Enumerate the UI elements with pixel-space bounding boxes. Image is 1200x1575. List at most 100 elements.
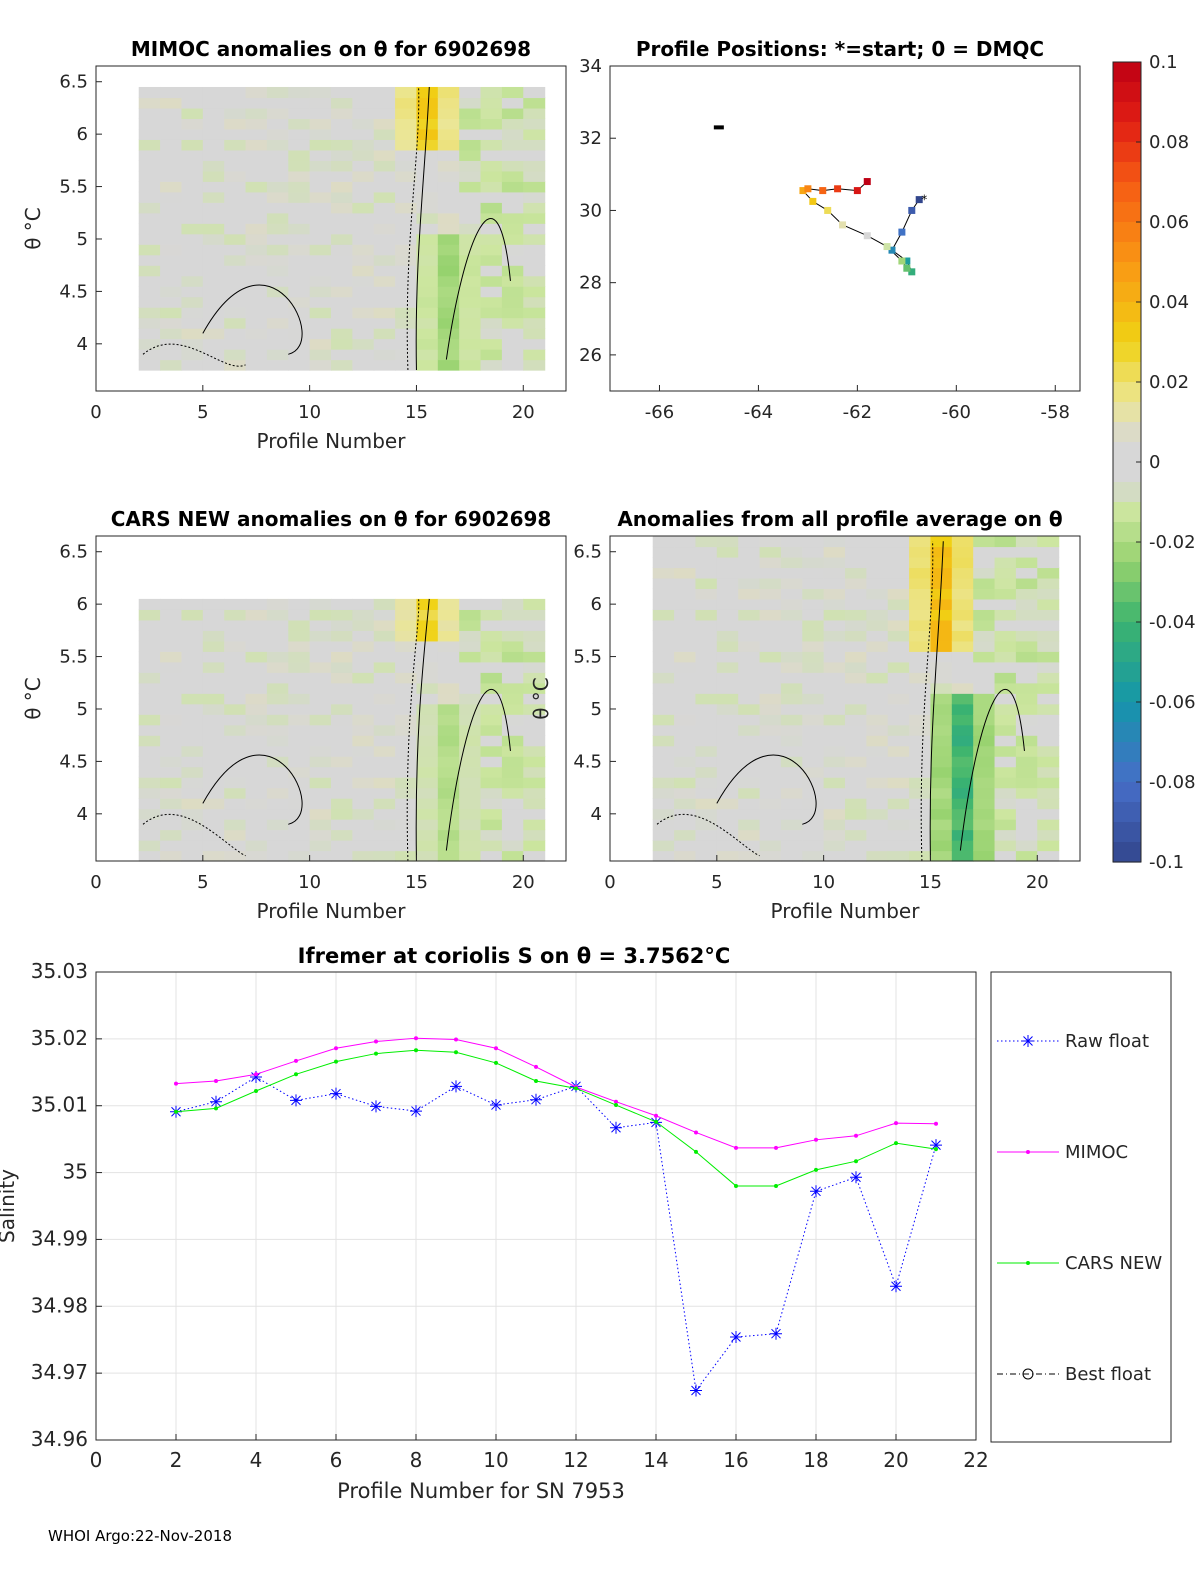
- heatmap-cell: [352, 359, 375, 371]
- heatmap-cell: [780, 714, 803, 726]
- heatmap-cell: [695, 745, 718, 757]
- x-axis-tick-label: 15: [919, 872, 942, 893]
- heatmap-cell: [181, 619, 204, 631]
- heatmap-cell: [994, 598, 1017, 610]
- colorbar-segment: [1113, 602, 1141, 623]
- heatmap-cell: [780, 703, 803, 715]
- heatmap-cell: [373, 118, 396, 130]
- heatmap-cell: [930, 661, 953, 673]
- heatmap-cell: [716, 724, 739, 736]
- heatmap-cell: [245, 724, 268, 736]
- heatmap-cell: [759, 640, 782, 652]
- contour-line: [929, 541, 944, 862]
- heatmap-cell: [352, 819, 375, 831]
- heatmap-cell: [994, 840, 1017, 852]
- heatmap-cell: [395, 223, 418, 235]
- heatmap-cell: [331, 735, 353, 747]
- heatmap-cell: [909, 693, 932, 705]
- y-axis-tick-label: 4.5: [59, 281, 88, 302]
- heatmap-cell: [780, 598, 803, 610]
- heatmap-cell: [994, 536, 1017, 548]
- heatmap-cell: [780, 609, 803, 621]
- heatmap-cell: [202, 766, 225, 778]
- heatmap-cell: [909, 640, 932, 652]
- heatmap-cell: [973, 735, 996, 747]
- heatmap-cell: [695, 703, 718, 715]
- heatmap-cell: [373, 349, 396, 361]
- heatmap-cell: [181, 139, 204, 151]
- heatmap-cell: [845, 630, 867, 642]
- heatmap-cell: [309, 118, 332, 130]
- heatmap-cell: [138, 160, 161, 172]
- heatmap-cell: [224, 819, 247, 831]
- colorbar-segment: [1113, 622, 1141, 643]
- heatmap-cell: [674, 682, 697, 694]
- heatmap-cell: [352, 840, 375, 852]
- heatmap-cell: [738, 567, 761, 579]
- heatmap-cell: [416, 212, 439, 224]
- heatmap-cell: [523, 86, 546, 99]
- heatmap-cell: [652, 819, 675, 831]
- heatmap-cell: [866, 798, 889, 810]
- heatmap-cell: [1015, 693, 1038, 705]
- x-axis-label: Profile Number: [257, 899, 407, 923]
- heatmap-cell: [395, 349, 418, 361]
- heatmap-cell: [652, 840, 675, 852]
- heatmap-cell: [480, 745, 503, 757]
- heatmap-cell: [395, 819, 418, 831]
- heatmap-cell: [1037, 766, 1060, 778]
- heatmap-cell: [501, 808, 524, 820]
- heatmap-cell: [1037, 577, 1060, 590]
- heatmap-cell: [823, 850, 846, 862]
- heatmap-cell: [759, 567, 782, 579]
- heatmap-cell: [866, 609, 889, 621]
- heatmap-cell: [802, 546, 825, 558]
- heatmap-cell: [523, 850, 546, 862]
- heatmap-cell: [973, 598, 996, 610]
- heatmap-cell: [331, 307, 353, 319]
- heatmap-cell: [1015, 536, 1038, 548]
- heatmap-cell: [674, 588, 697, 600]
- heatmap-cell: [716, 640, 739, 652]
- heatmap-cell: [738, 640, 761, 652]
- heatmap-cell: [224, 766, 247, 778]
- heatmap-cell: [373, 787, 396, 799]
- heatmap-cell: [973, 536, 996, 548]
- data-point-cars-new: [534, 1078, 538, 1083]
- heatmap-cell: [224, 317, 247, 329]
- axes-box: [95, 971, 977, 1441]
- heatmap-cell: [1037, 661, 1060, 673]
- heatmap-cell: [866, 661, 889, 673]
- data-point-raw-float: [930, 1139, 942, 1152]
- heatmap-cell: [501, 349, 524, 361]
- heatmap-cell: [245, 254, 268, 266]
- heatmap-cell: [224, 191, 247, 203]
- heatmap-cell: [437, 661, 460, 673]
- heatmap-cell: [823, 536, 846, 548]
- heatmap-cell: [501, 118, 524, 130]
- heatmap-cell: [887, 693, 910, 705]
- heatmap-cell: [523, 640, 546, 652]
- heatmap-cell: [459, 265, 482, 277]
- heatmap-cell: [373, 359, 396, 371]
- heatmap-cell: [160, 317, 183, 329]
- heatmap-cell: [716, 536, 739, 548]
- heatmap-cell: [138, 598, 161, 610]
- x-axis-tick-label: 2: [170, 1448, 183, 1472]
- y-axis-label: Salinity: [0, 1169, 19, 1243]
- heatmap-cell: [224, 107, 247, 120]
- heatmap-cell: [309, 651, 332, 663]
- axes-box: [95, 65, 567, 392]
- y-axis-tick-label: 6: [591, 594, 602, 615]
- x-axis-tick-label: 15: [405, 872, 428, 893]
- heatmap-cell: [780, 567, 803, 579]
- heatmap-cell: [845, 672, 867, 684]
- heatmap-cell: [160, 850, 183, 862]
- heatmap-cell: [501, 619, 524, 631]
- heatmap-cell: [1015, 598, 1038, 610]
- heatmap-cell: [459, 735, 482, 747]
- heatmap-cell: [652, 609, 675, 621]
- heatmap-cell: [160, 97, 183, 109]
- heatmap-cell: [309, 735, 332, 747]
- heatmap-cell: [523, 149, 546, 161]
